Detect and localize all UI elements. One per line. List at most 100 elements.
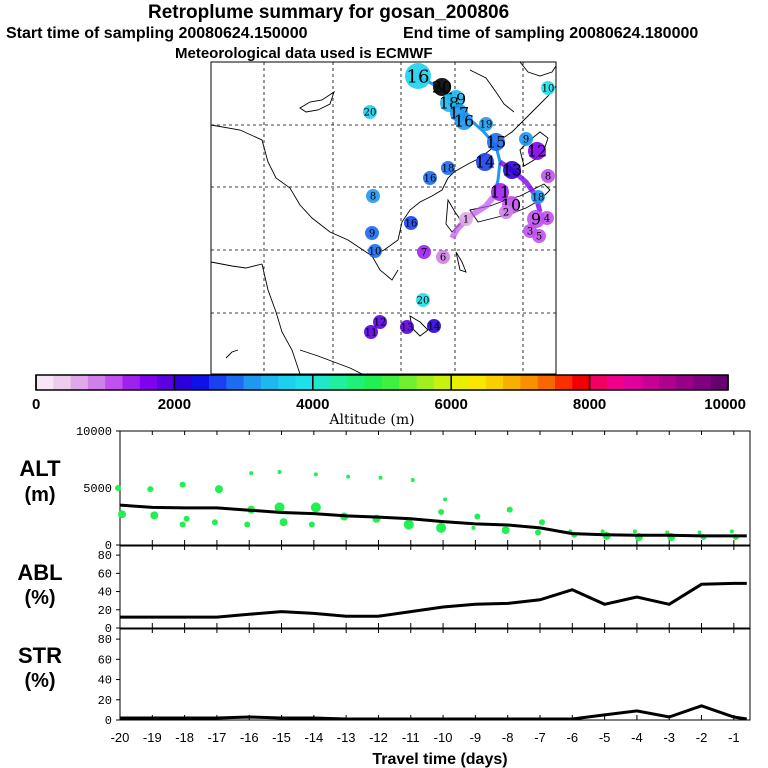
colorbar-cell [278, 375, 297, 390]
trajectory-point: 18 [441, 161, 455, 175]
map-markers: 1620191817161514131211109891016202012131… [363, 63, 555, 339]
altitude-point [501, 526, 510, 535]
colorbar-cell [399, 375, 418, 390]
panel-frame [119, 430, 751, 546]
colorbar-cell [139, 375, 158, 390]
trajectory-point: 10 [368, 244, 382, 258]
trajectory-point-marker [441, 161, 455, 175]
y-tick-label: 5000 [83, 482, 112, 496]
colorbar-cell [589, 375, 608, 390]
trajectory-point: 20 [363, 105, 377, 119]
trajectory-point: 12 [527, 142, 547, 161]
trajectory-point-label: 14 [475, 153, 495, 172]
altitude-point [274, 502, 285, 513]
trajectory-point-label: 7 [421, 248, 427, 259]
trajectory-point: 3 [523, 224, 537, 238]
alt-series-line [119, 503, 747, 538]
trajectory-point: 9 [527, 210, 545, 229]
altitude-point [410, 478, 415, 483]
trajectory-point: 16 [404, 216, 418, 230]
altitude-point [244, 521, 251, 528]
trajectory-point-label: 16 [405, 219, 418, 230]
trajectory-point-marker [427, 319, 441, 333]
trajectory-point-marker [528, 142, 546, 160]
abl-series-line [120, 581, 747, 619]
trajectory-point-label: 19 [480, 120, 493, 131]
trajectory-point-label: 20 [417, 296, 430, 307]
colorbar-cell [347, 375, 366, 390]
trajectory-point-label: 9 [523, 135, 529, 146]
trajectory-point: 11 [490, 183, 510, 202]
colorbar-cell [503, 375, 521, 390]
y-tick-label: 0 [105, 622, 112, 636]
trajectory-point-label: 8 [370, 192, 376, 203]
trajectory-point-label: 9 [531, 210, 541, 229]
altitude-point [665, 530, 670, 535]
colorbar-cell [451, 375, 470, 390]
trajectory-point-marker [404, 216, 418, 230]
colorbar-cell [485, 375, 504, 390]
colorbar-cell [122, 375, 141, 390]
y-tick-label: 0 [105, 714, 112, 728]
y-tick-label: 80 [98, 549, 112, 563]
colorbar-cell [710, 375, 729, 390]
trajectory-point: 19 [479, 117, 493, 131]
colorbar-cell [537, 375, 556, 390]
trajectory-point-label: 1 [463, 215, 469, 226]
trajectory-point: 16 [405, 63, 431, 89]
trajectory-point-marker [519, 132, 533, 146]
trajectory-point-marker [366, 189, 380, 203]
colorbar-cell [364, 375, 383, 390]
x-tick-label: -16 [240, 730, 259, 745]
colorbar-cell [209, 375, 227, 390]
altitude-point [183, 515, 190, 522]
trajectory-point-marker [527, 210, 545, 228]
trajectory-point-marker [417, 245, 431, 259]
y-axis-label: ABL [17, 560, 62, 585]
altitude-point [474, 513, 481, 520]
trajectory-point-marker [541, 81, 555, 95]
trajectory-point-marker [499, 205, 513, 219]
colorbar-cell [226, 375, 245, 390]
trajectory-point: 20 [432, 78, 452, 97]
x-tick-label: -5 [599, 730, 611, 745]
y-tick-label: 20 [98, 604, 112, 618]
colorbar-cell [295, 375, 314, 390]
trajectory-point: 13 [502, 161, 522, 180]
colorbar-cell [330, 375, 348, 390]
y-tick-label: 60 [98, 653, 112, 667]
x-tick-label: -10 [434, 730, 453, 745]
trajectory-point-marker [368, 244, 382, 258]
x-tick-label: -6 [567, 730, 579, 745]
trajectory-point: 8 [366, 189, 380, 203]
trajectory-point: 9 [365, 226, 379, 240]
colorbar-cell [606, 375, 625, 390]
trajectory-point-marker [373, 315, 387, 329]
end-time-label: End time of sampling 20080624.180000 [403, 25, 699, 42]
colorbar-cell [260, 375, 279, 390]
y-axis-unit: (%) [24, 587, 55, 609]
colorbar-cell [520, 375, 539, 390]
trajectory-point-marker [491, 183, 509, 201]
trajectory-point: 15 [486, 133, 506, 152]
x-tick-label: -8 [502, 730, 514, 745]
map-gridlines [211, 62, 556, 374]
trajectory-point-label: 8 [545, 172, 551, 183]
colorbar-cell [658, 375, 677, 390]
trajectory-point-label: 10 [542, 84, 555, 95]
altitude-point [313, 472, 318, 477]
colorbar-cell [382, 375, 400, 390]
trajectory-point-marker [365, 226, 379, 240]
colorbar-cell [624, 375, 643, 390]
trajectory-point: 11 [364, 325, 378, 339]
trajectory-point-label: 18 [532, 193, 545, 204]
x-tick-label: -9 [470, 730, 482, 745]
chart-title: Retroplume summary for gosan_200806 [148, 2, 510, 23]
x-tick-label: -4 [631, 730, 643, 745]
trajectory-point-marker [363, 105, 377, 119]
panel-frame [119, 545, 751, 629]
colorbar-cell [433, 375, 452, 390]
trajectory-point: 9 [519, 132, 533, 146]
colorbar-cell [693, 375, 712, 390]
